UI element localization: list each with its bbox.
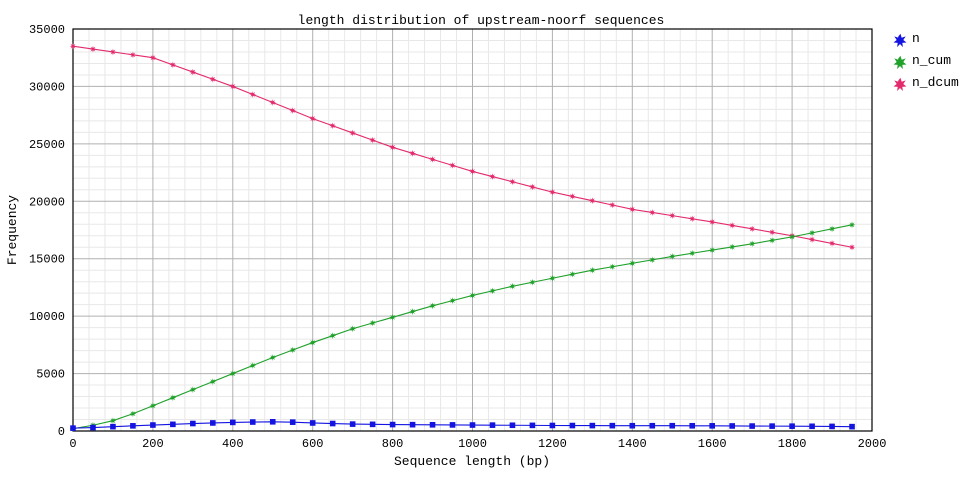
svg-text:n_cum: n_cum	[912, 53, 951, 68]
svg-text:30000: 30000	[29, 80, 65, 94]
svg-text:n: n	[912, 31, 920, 46]
svg-text:5000: 5000	[36, 368, 65, 382]
svg-text:1000: 1000	[458, 437, 487, 451]
svg-text:2000: 2000	[858, 437, 887, 451]
svg-text:800: 800	[382, 437, 404, 451]
svg-text:Sequence length (bp): Sequence length (bp)	[394, 454, 550, 469]
svg-text:1400: 1400	[618, 437, 647, 451]
svg-text:Frequency: Frequency	[5, 195, 20, 265]
svg-text:200: 200	[142, 437, 164, 451]
svg-text:1200: 1200	[538, 437, 567, 451]
svg-text:n_dcum: n_dcum	[912, 75, 959, 90]
svg-text:0: 0	[69, 437, 76, 451]
svg-text:15000: 15000	[29, 253, 65, 267]
svg-text:0: 0	[58, 425, 65, 439]
svg-text:10000: 10000	[29, 310, 65, 324]
svg-text:35000: 35000	[29, 23, 65, 37]
svg-text:1600: 1600	[698, 437, 727, 451]
svg-text:1800: 1800	[778, 437, 807, 451]
svg-text:20000: 20000	[29, 195, 65, 209]
svg-text:length distribution of upstrea: length distribution of upstream-noorf se…	[298, 13, 665, 28]
svg-text:400: 400	[222, 437, 244, 451]
svg-text:25000: 25000	[29, 138, 65, 152]
svg-text:600: 600	[302, 437, 324, 451]
